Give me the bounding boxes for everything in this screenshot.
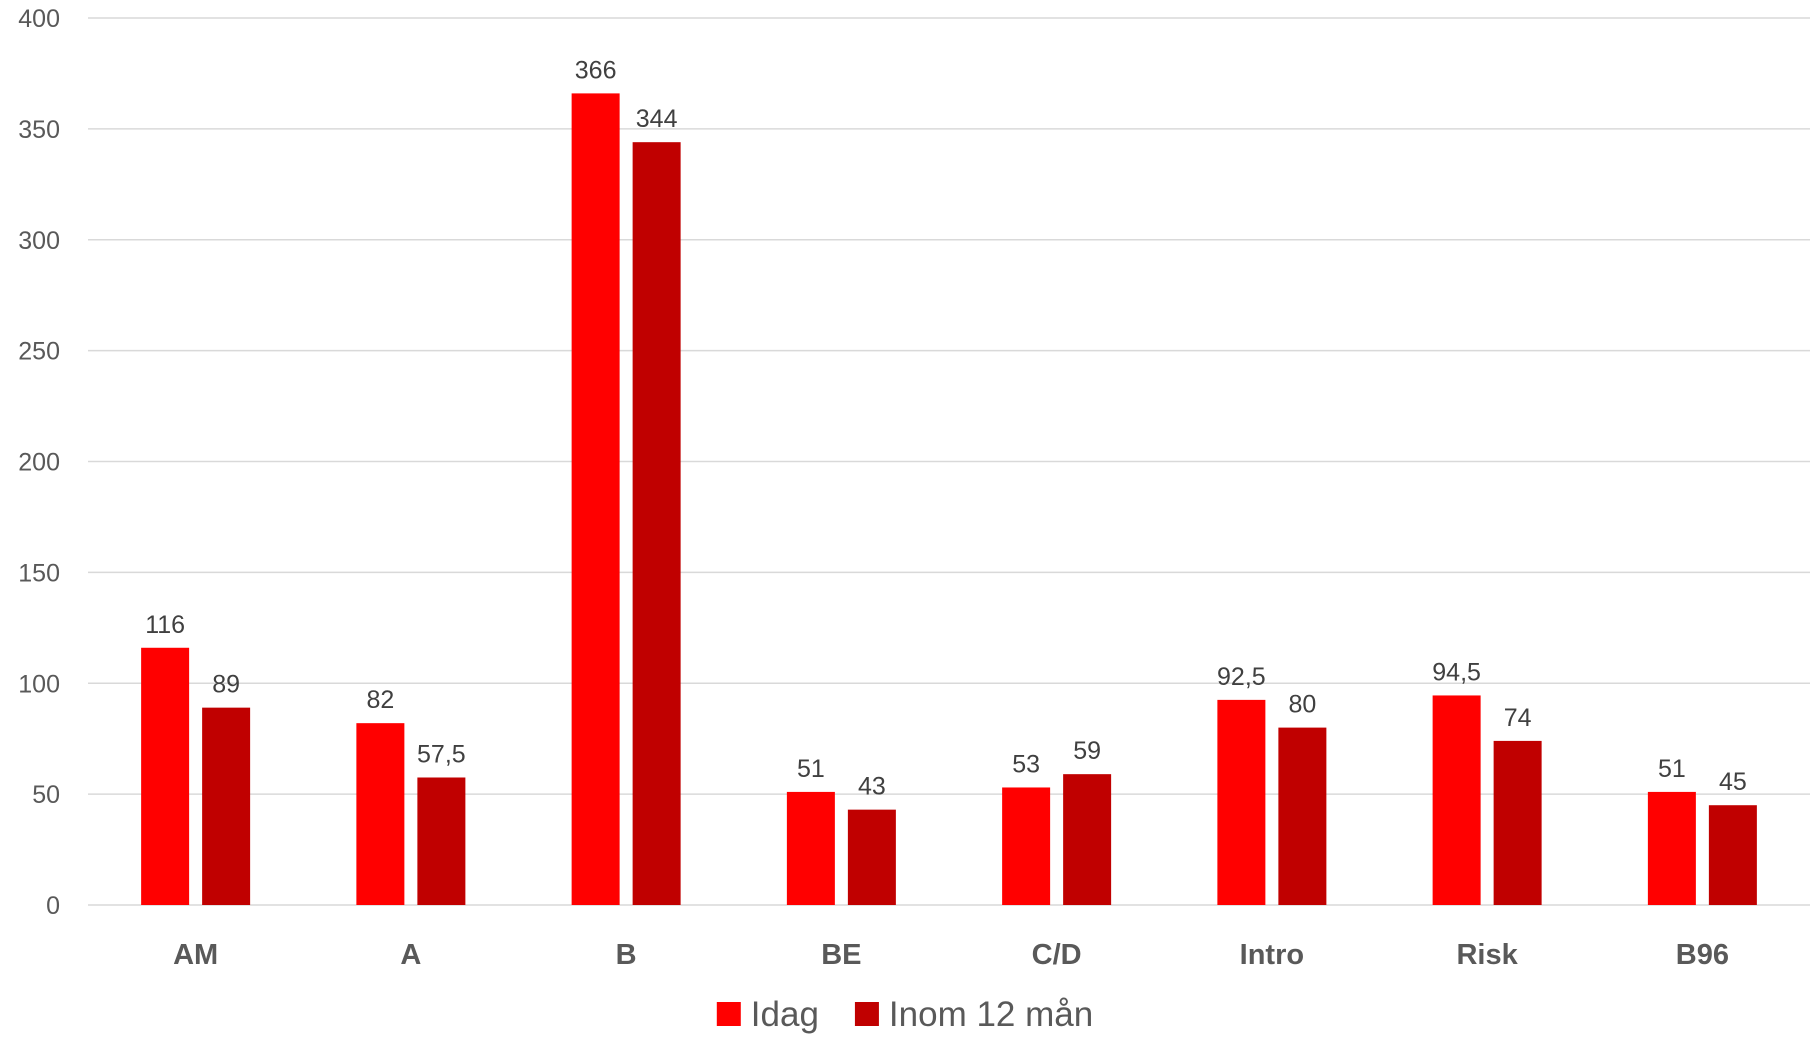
bar-value-label: 116 [145, 611, 185, 639]
bar-inom-12-man [847, 809, 896, 905]
bars [141, 93, 1757, 905]
y-tick-label: 300 [18, 227, 60, 255]
data-labels: 116 89 82 57,5 366 344 51 43 53 59 92,5 80 94,5 74 51 4… [145, 56, 1747, 800]
bar-idag [1217, 699, 1266, 905]
y-tick-label: 350 [18, 116, 60, 144]
category-label: AM [173, 939, 218, 971]
y-tick-label: 100 [18, 670, 60, 698]
bar-inom-12-man [417, 777, 466, 905]
bar-value-label: 43 [858, 773, 886, 801]
bar-idag [1432, 695, 1481, 905]
bar-value-label: 80 [1288, 691, 1316, 719]
bar-value-label: 89 [212, 671, 240, 699]
x-axis-categories: AM A B BE C/D Intro Risk B96 [173, 939, 1729, 971]
legend-swatch [854, 1002, 879, 1026]
bar-value-label: 51 [797, 755, 825, 783]
bar-inom-12-man [202, 707, 251, 905]
category-label: BE [821, 939, 861, 971]
bar-value-label: 366 [575, 56, 617, 84]
legend: Idag Inom 12 mån [716, 995, 1093, 1034]
category-label: A [400, 939, 421, 971]
bar-idag [571, 93, 620, 905]
bar-idag [356, 723, 405, 905]
y-tick-label: 150 [18, 559, 60, 587]
y-tick-label: 200 [18, 449, 60, 477]
y-axis-ticks: 0 50 100 150 200 250 300 350 400 [18, 5, 60, 920]
bar-idag [141, 647, 190, 905]
bar-inom-12-man [1493, 740, 1542, 905]
bar-value-label: 344 [636, 105, 678, 133]
legend-label: Inom 12 mån [889, 995, 1093, 1034]
bar-value-label: 59 [1073, 737, 1101, 765]
category-label: B [616, 939, 637, 971]
bar-value-label: 74 [1504, 704, 1532, 732]
bar-value-label: 45 [1719, 768, 1747, 796]
bar-inom-12-man [1278, 727, 1327, 905]
bar-value-label: 94,5 [1432, 658, 1481, 686]
bar-idag [786, 791, 835, 905]
bar-inom-12-man [632, 142, 681, 905]
category-label: B96 [1676, 939, 1729, 971]
bar-value-label: 82 [366, 686, 394, 714]
bar-value-label: 92,5 [1217, 663, 1266, 691]
bar-value-label: 51 [1658, 755, 1686, 783]
bar-idag [1002, 787, 1051, 905]
category-label: C/D [1032, 939, 1082, 971]
y-tick-label: 0 [46, 892, 60, 920]
y-tick-label: 400 [18, 5, 60, 33]
bar-inom-12-man [1708, 805, 1757, 905]
gridlines [88, 17, 1810, 906]
y-tick-label: 250 [18, 338, 60, 366]
category-label: Intro [1240, 939, 1304, 971]
bar-value-label: 57,5 [417, 740, 466, 768]
category-label: Risk [1456, 939, 1518, 971]
bar-value-label: 53 [1012, 750, 1040, 778]
legend-label: Idag [751, 995, 819, 1034]
bar-idag [1647, 791, 1696, 905]
bar-inom-12-man [1063, 774, 1112, 905]
legend-swatch [716, 1002, 741, 1026]
y-tick-label: 50 [32, 781, 60, 809]
